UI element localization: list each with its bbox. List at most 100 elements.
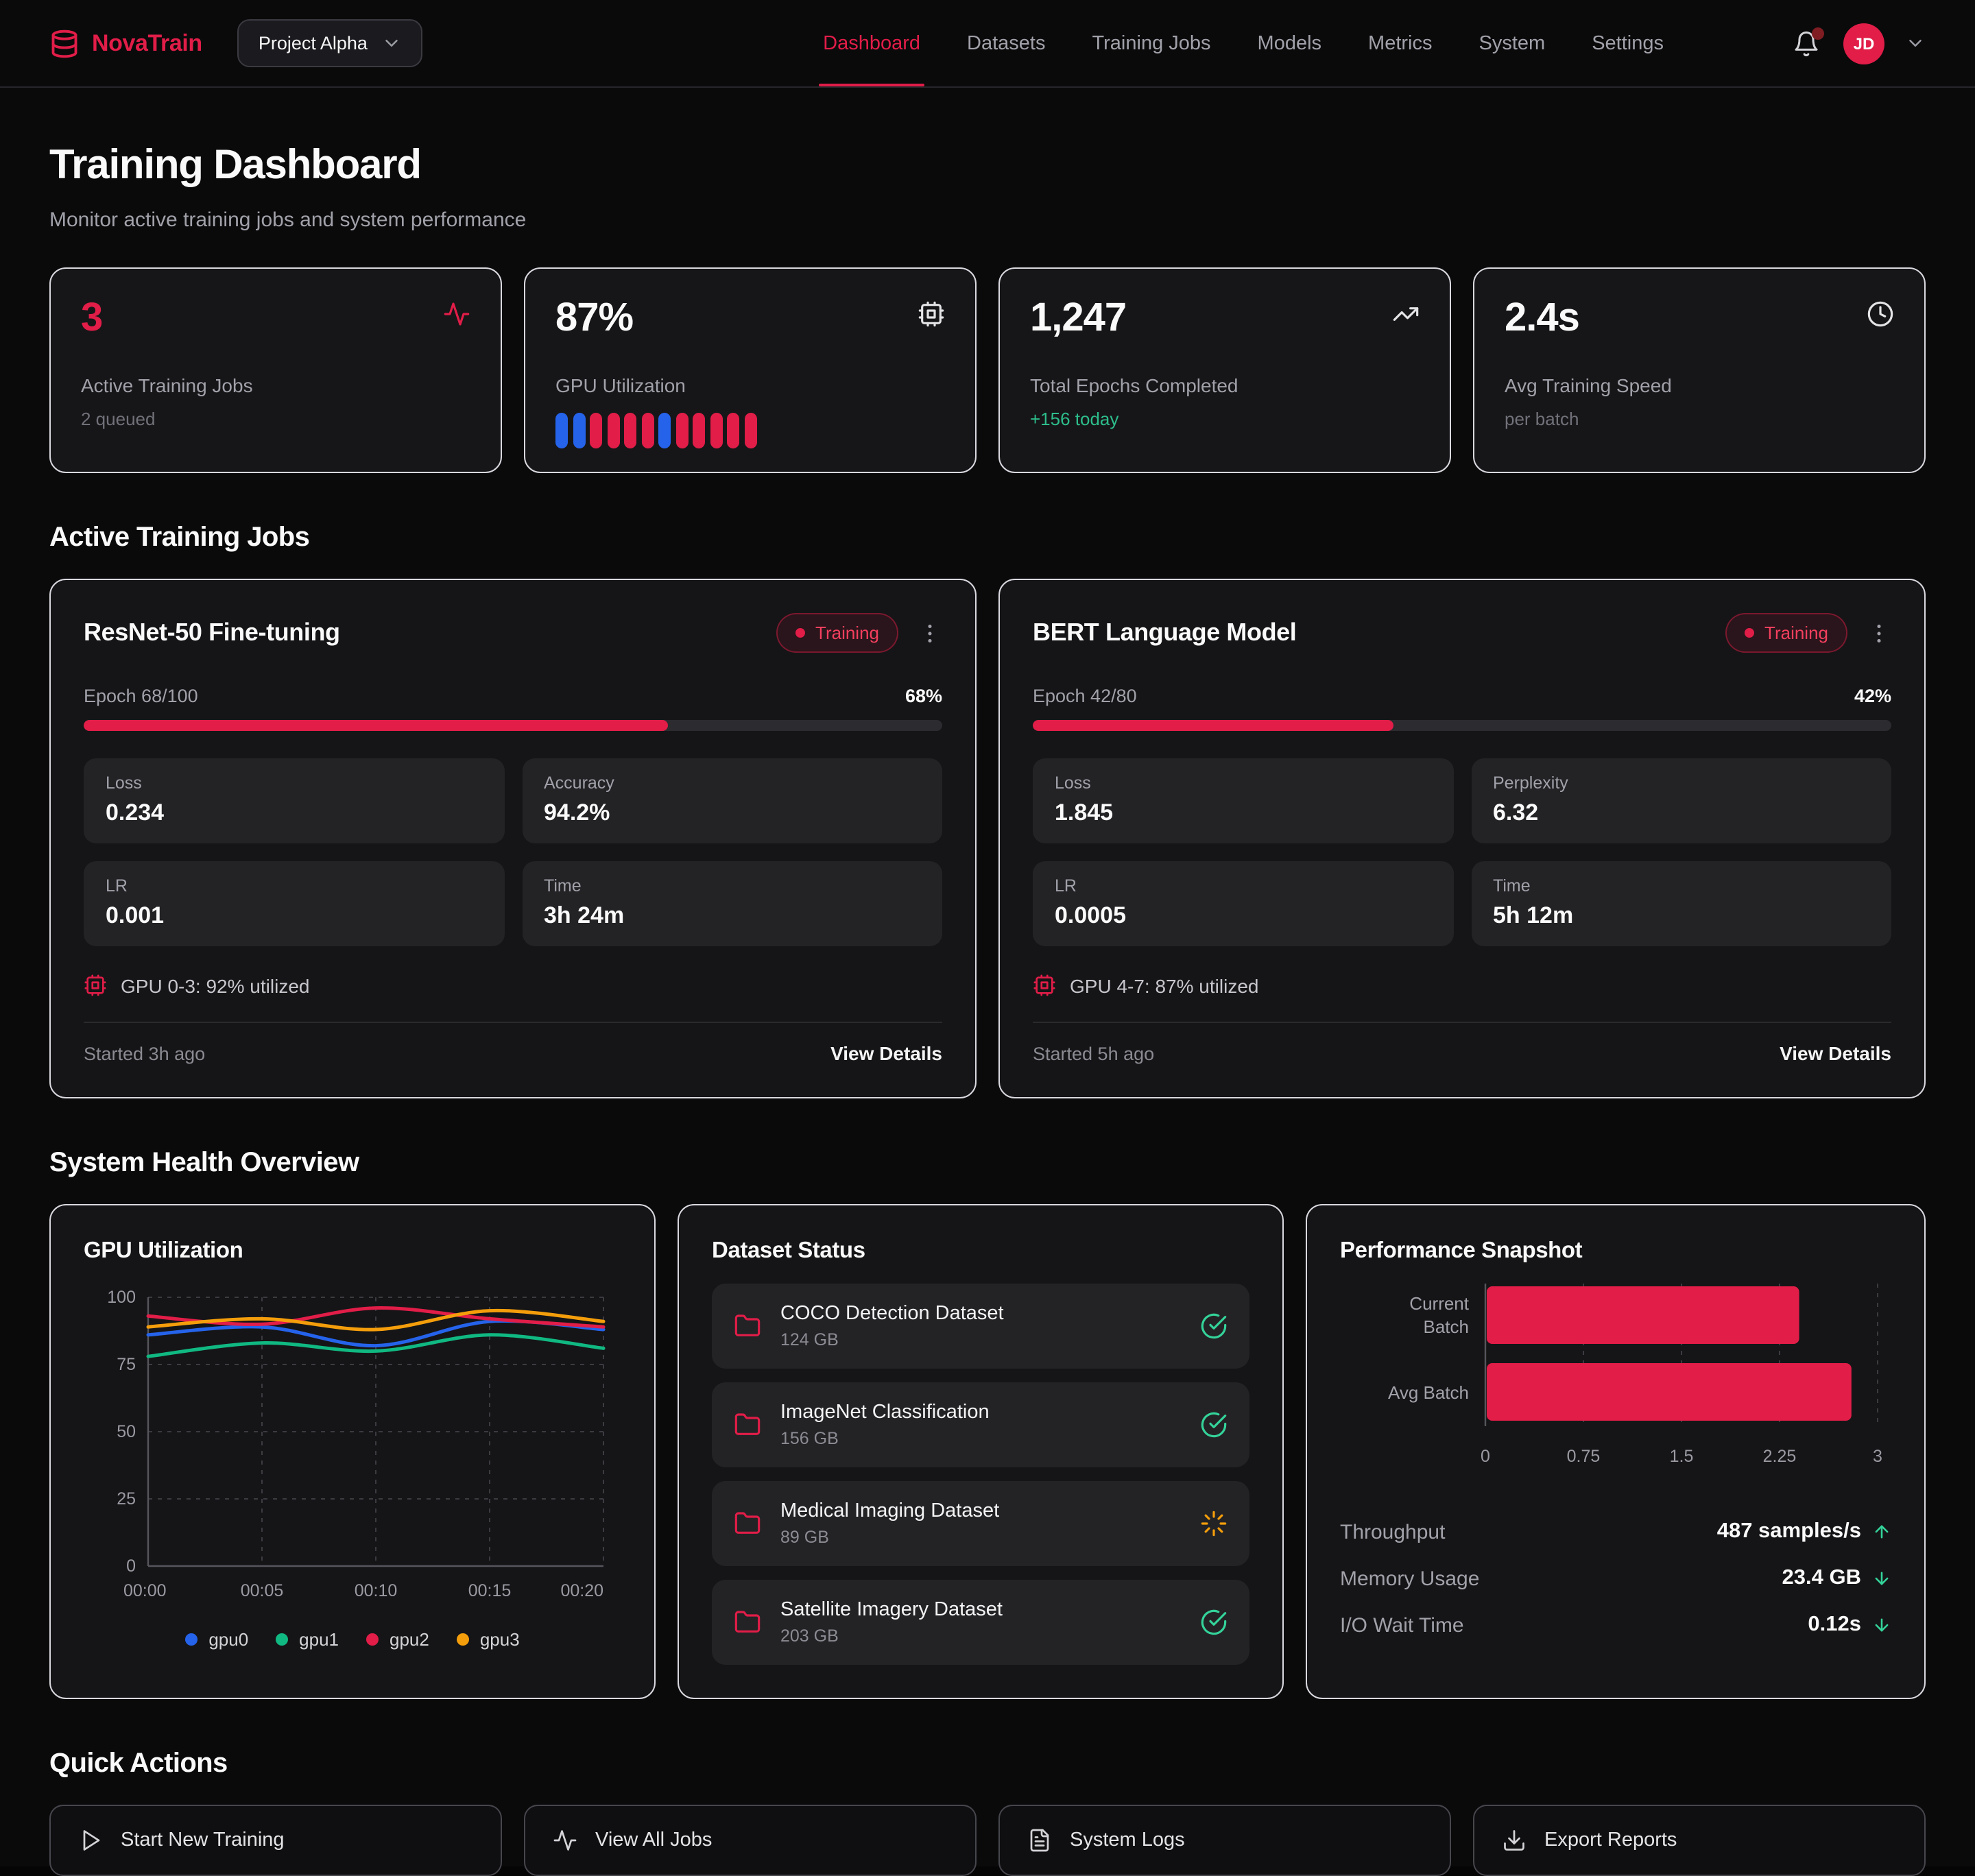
download-icon-wrap — [1502, 1828, 1527, 1853]
view-details-button[interactable]: View Details — [830, 1042, 942, 1064]
stat-label: Avg Training Speed — [1505, 374, 1672, 396]
legend-item-gpu3: gpu3 — [456, 1629, 520, 1650]
legend-label: gpu3 — [479, 1629, 520, 1650]
stats-grid: 3 Active Training Jobs 2 queued 87% GPU Util… — [49, 267, 1926, 473]
project-selector[interactable]: Project Alpha — [237, 19, 422, 67]
metric-value: 0.001 — [106, 902, 165, 928]
job-card-resnet-50-fine-tuning: ResNet-50 Fine-tuning Training Epoch 68/10… — [49, 579, 977, 1098]
job-metric-tiles: Loss 1.845 Perplexity 6.32 LR 0.0005 Time 5h 12… — [1033, 758, 1891, 946]
dataset-row-coco-detection-dataset[interactable]: COCO Detection Dataset 124 GB — [712, 1284, 1249, 1369]
brand[interactable]: NovaTrain — [49, 28, 202, 58]
performance-metrics: Throughput 487 samples/s Memory Usage 23.4 … — [1340, 1508, 1891, 1648]
legend-dot — [456, 1633, 469, 1646]
progress-bar — [84, 720, 942, 731]
svg-text:25: 25 — [117, 1489, 136, 1508]
gpu-line-chart-svg: 0 25 50 75 100 00:00 00:05 00:10 00:15 00:20 — [107, 1288, 606, 1600]
nav-item-training-jobs[interactable]: Training Jobs — [1092, 32, 1211, 54]
cpu-icon — [1033, 974, 1055, 996]
notifications-button[interactable] — [1790, 27, 1824, 60]
gpu-note: GPU 4-7: 87% utilized — [1033, 974, 1891, 997]
notification-dot — [1812, 27, 1824, 39]
status-badge-label: Training — [1764, 623, 1828, 643]
job-card-header: ResNet-50 Fine-tuning Training — [84, 613, 942, 653]
download-icon — [1504, 1830, 1524, 1851]
stat-card-top: 2.4s — [1505, 296, 1894, 341]
user-menu-chevron-icon[interactable] — [1905, 33, 1926, 53]
stat-label: Active Training Jobs — [81, 374, 253, 396]
nav-item-system[interactable]: System — [1479, 32, 1546, 54]
dataset-name: ImageNet Classification — [780, 1402, 990, 1423]
legend-label: gpu1 — [299, 1629, 339, 1650]
svg-text:1.5: 1.5 — [1670, 1447, 1694, 1466]
perf-metric-value: 23.4 GB — [1782, 1566, 1861, 1589]
nav-item-metrics[interactable]: Metrics — [1368, 32, 1433, 54]
job-card-header: BERT Language Model Training — [1033, 613, 1891, 653]
arrow-up-icon — [1875, 1525, 1889, 1539]
stat-card-avg-training-speed: 2.4s Avg Training Speed per batch — [1473, 267, 1926, 473]
legend-dot — [185, 1633, 198, 1646]
job-menu-kebab[interactable] — [1867, 621, 1891, 645]
bell-icon — [1795, 30, 1818, 56]
play-icon — [83, 1830, 100, 1851]
gpu-pill-blue — [658, 413, 671, 448]
gpu-pill-blue — [573, 413, 585, 448]
activity-icon — [553, 1830, 577, 1851]
gpu-chart-title: GPU Utilization — [84, 1238, 243, 1263]
dataset-name: Satellite Imagery Dataset — [780, 1599, 1003, 1621]
dataset-name: COCO Detection Dataset — [780, 1303, 1004, 1325]
nav-item-datasets[interactable]: Datasets — [967, 32, 1046, 54]
perf-metric-memory-usage: Memory Usage 23.4 GB — [1340, 1555, 1891, 1602]
gpu-pill-red — [590, 413, 602, 448]
dataset-size: 203 GB — [780, 1626, 839, 1646]
svg-text:00:05: 00:05 — [241, 1581, 284, 1600]
metric-label: LR — [1055, 876, 1077, 895]
folder-icon — [734, 1611, 761, 1633]
dataset-size: 124 GB — [780, 1330, 839, 1349]
action-export-reports[interactable]: Export Reports — [1473, 1805, 1926, 1876]
gpu-line-chart: 0 25 50 75 100 00:00 00:05 00:10 00:15 00:20 — [84, 1281, 621, 1615]
action-label: View All Jobs — [595, 1829, 713, 1851]
brand-name: NovaTrain — [92, 29, 202, 56]
job-header-actions: Training — [1725, 613, 1891, 653]
metric-value: 94.2% — [544, 799, 610, 826]
svg-text:00:00: 00:00 — [123, 1581, 167, 1600]
dataset-row-medical-imaging-dataset[interactable]: Medical Imaging Dataset 89 GB — [712, 1481, 1249, 1566]
nav-item-dashboard[interactable]: Dashboard — [819, 0, 924, 86]
job-card-footer: Started 5h ago View Details — [1033, 1022, 1891, 1064]
epoch-row: Epoch 42/80 42% — [1033, 686, 1891, 706]
svg-text:00:10: 00:10 — [355, 1581, 398, 1600]
metric-tile-loss: Loss 1.845 — [1033, 758, 1453, 843]
job-started-time: Started 3h ago — [84, 1043, 206, 1063]
nav-item-settings[interactable]: Settings — [1592, 32, 1664, 54]
section-title-jobs: Active Training Jobs — [49, 522, 310, 553]
perf-metric-label: Memory Usage — [1340, 1567, 1480, 1590]
stat-label: Total Epochs Completed — [1030, 374, 1238, 396]
view-details-button[interactable]: View Details — [1780, 1042, 1891, 1064]
dataset-row-satellite-imagery-dataset[interactable]: Satellite Imagery Dataset 203 GB — [712, 1580, 1249, 1665]
stat-card-top: 87% — [555, 296, 945, 341]
perf-metric-label: Throughput — [1340, 1520, 1446, 1543]
check-circle-icon — [1201, 1313, 1227, 1339]
action-system-logs[interactable]: System Logs — [998, 1805, 1451, 1876]
svg-text:2.25: 2.25 — [1763, 1447, 1797, 1466]
action-view-all-jobs[interactable]: View All Jobs — [524, 1805, 977, 1876]
action-label: Export Reports — [1544, 1829, 1677, 1851]
metric-tile-loss: Loss 0.234 — [84, 758, 504, 843]
arrow-down-icon-wrap — [1872, 1615, 1891, 1635]
metric-label: Perplexity — [1493, 773, 1568, 793]
nav-item-models[interactable]: Models — [1257, 32, 1322, 54]
user-avatar[interactable]: JD — [1843, 23, 1884, 64]
performance-bar-chart: 0 0.75 1.5 2.25 3 Current Batch Avg Batch — [1340, 1281, 1891, 1487]
folder-icon-wrap — [734, 1312, 761, 1340]
job-menu-kebab[interactable] — [918, 621, 942, 645]
more-vertical-icon — [928, 623, 932, 642]
gpu-pill-red — [693, 413, 705, 448]
action-start-new-training[interactable]: Start New Training — [49, 1805, 502, 1876]
check-circle-icon-wrap — [1200, 1411, 1228, 1439]
dataset-row-imagenet-classification[interactable]: ImageNet Classification 156 GB — [712, 1382, 1249, 1467]
gpu-pill-red — [727, 413, 739, 448]
metric-label: LR — [106, 876, 128, 895]
action-label: System Logs — [1070, 1829, 1185, 1851]
epoch-percent: 42% — [1854, 686, 1891, 706]
